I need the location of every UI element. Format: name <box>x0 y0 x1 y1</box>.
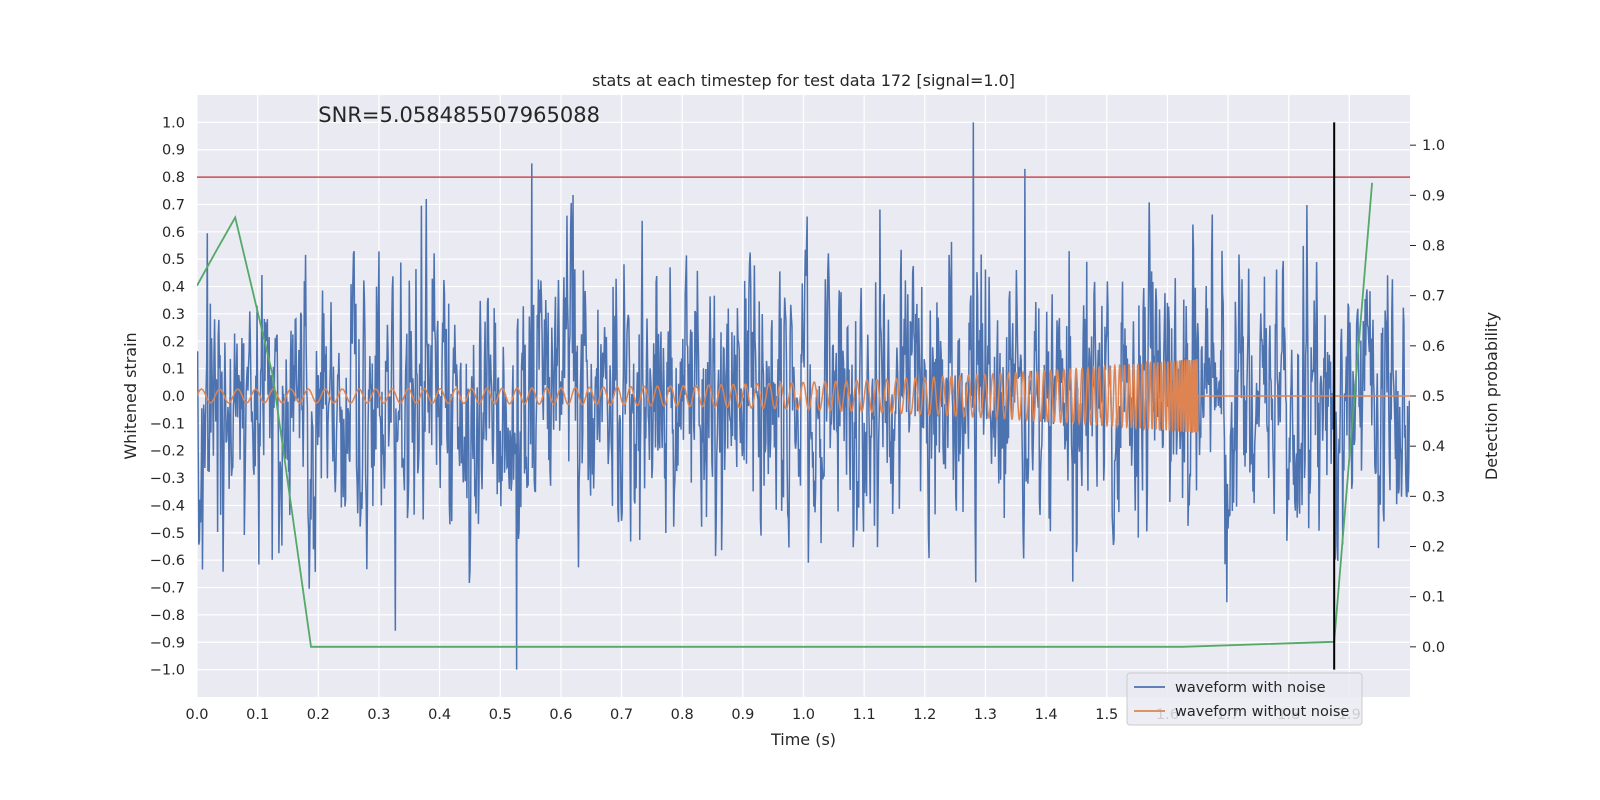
y-tick-label: 0.3 <box>162 307 185 323</box>
legend-label-noise: waveform with noise <box>1175 680 1326 696</box>
y-tick-label: 0.8 <box>162 170 185 186</box>
y-tick-label: 0.1 <box>162 362 185 378</box>
series-line-noisy <box>197 122 1410 670</box>
x-tick-label: 1.0 <box>792 707 815 723</box>
y-tick-label: 0.2 <box>162 334 185 350</box>
y2-tick-label: 1.0 <box>1422 138 1445 154</box>
y-tick-label: 0.0 <box>162 389 185 405</box>
y2-tick-label: 0.3 <box>1422 489 1445 505</box>
y-tick-label: −0.8 <box>150 608 185 624</box>
x-tick-label: 0.9 <box>731 707 754 723</box>
x-tick-label: 1.4 <box>1035 707 1058 723</box>
y2-tick-label: 0.1 <box>1422 590 1445 606</box>
y2-tick-label: 0.0 <box>1422 640 1445 656</box>
x-tick-label: 0.4 <box>428 707 451 723</box>
y-tick-label: −0.4 <box>150 498 185 514</box>
y-tick-labels: 1.0 0.9 0.8 0.7 0.6 0.5 0.4 0.3 0.2 0.1 0.0 −0.1 −0.… <box>150 115 185 678</box>
y2-tick-label: 0.2 <box>1422 540 1445 556</box>
y2-tick-label: 0.9 <box>1422 188 1445 204</box>
y-tick-label: −0.2 <box>150 444 185 460</box>
x-tick-label: 1.5 <box>1095 707 1118 723</box>
y-tick-label: −0.3 <box>150 471 185 487</box>
x-tick-label: 1.1 <box>853 707 876 723</box>
y2-tick-label: 0.6 <box>1422 339 1445 355</box>
y-tick-label: −0.7 <box>150 581 185 597</box>
y2-tick-label: 0.7 <box>1422 289 1445 305</box>
x-tick-label: 1.3 <box>974 707 997 723</box>
y-tick-label: 1.0 <box>162 115 185 131</box>
legend-box <box>1126 672 1363 726</box>
y2-axis-label: Detection probability <box>1482 312 1501 480</box>
series-layer <box>197 122 1410 670</box>
y-tick-label: −1.0 <box>150 663 185 679</box>
y-tick-label: −0.9 <box>150 635 185 651</box>
y-tick-label: 0.5 <box>162 252 185 268</box>
x-tick-label: 0.2 <box>307 707 330 723</box>
x-tick-label: 0.6 <box>549 707 572 723</box>
y-tick-label: 0.9 <box>162 143 185 159</box>
y-tick-label: −0.6 <box>150 553 185 569</box>
series-clip-group <box>197 122 1410 670</box>
x-tick-label: 0.3 <box>367 707 390 723</box>
x-tick-label: 0.7 <box>610 707 633 723</box>
series-line-detection-probability <box>197 182 1373 648</box>
series-line-clean <box>197 358 1410 435</box>
y-tick-label: −0.5 <box>150 526 185 542</box>
x-tick-label: 0.0 <box>185 707 208 723</box>
y2-tick-label: 0.8 <box>1422 239 1445 255</box>
y-axis-label: Whitened strain <box>121 332 140 459</box>
y-tick-label: 0.6 <box>162 225 185 241</box>
x-tick-label: 0.5 <box>489 707 512 723</box>
y-tick-label: 0.4 <box>162 280 185 296</box>
y2-tick-label: 0.5 <box>1422 389 1445 405</box>
y-tick-label: −0.1 <box>150 416 185 432</box>
x-tick-label: 0.8 <box>671 707 694 723</box>
x-tick-label: 1.2 <box>913 707 936 723</box>
chart-title: stats at each timestep for test data 172… <box>592 71 1015 90</box>
x-axis-label: Time (s) <box>770 730 836 749</box>
y2-tick-label: 0.4 <box>1422 439 1445 455</box>
snr-annotation: SNR=5.058485507965088 <box>318 103 600 127</box>
y-tick-label: 0.7 <box>162 197 185 213</box>
x-tick-label: 0.1 <box>246 707 269 723</box>
legend-label-clean: waveform without noise <box>1175 704 1349 720</box>
y2-tick-labels: 1.0 0.9 0.8 0.7 0.6 0.5 0.4 0.3 0.2 0.1 0.0 <box>1410 138 1445 656</box>
legend: waveform with noise waveform without noi… <box>1126 672 1363 726</box>
